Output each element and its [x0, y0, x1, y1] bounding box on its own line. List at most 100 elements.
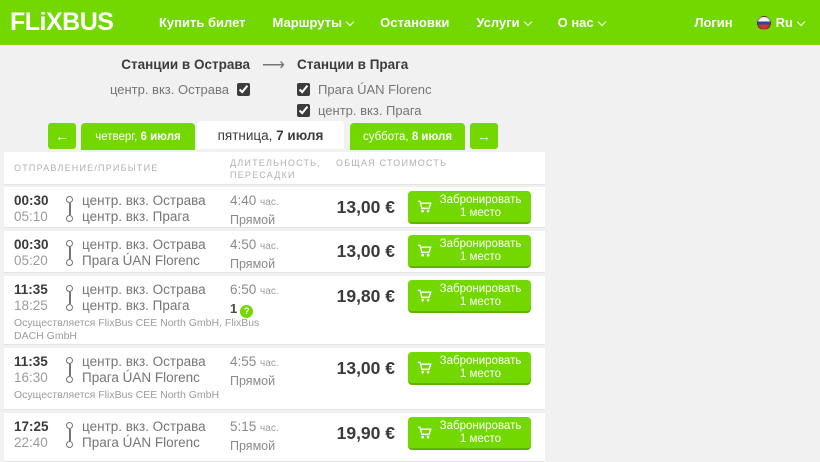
departure-station: центр. вкз. Острава	[82, 237, 206, 252]
nav-buy-ticket-label: Купить билет	[159, 15, 246, 30]
to-station-option: центр. вкз. Прага	[297, 100, 432, 121]
to-station-label: центр. вкз. Прага	[318, 103, 422, 118]
trip-price: 19,80 €	[336, 286, 395, 306]
cart-icon	[417, 361, 432, 374]
duration-value: 4:55	[230, 354, 257, 369]
from-station-label: центр. вкз. Острава	[109, 82, 229, 97]
tab-date-label: 8 июля	[411, 130, 453, 143]
transfers-value: Прямой	[230, 439, 276, 453]
trip-stations: центр. вкз. Острава центр. вкз. Прага	[82, 282, 206, 314]
nav-services[interactable]: Услуги	[476, 15, 532, 30]
language-selector[interactable]: Ru	[756, 15, 806, 30]
to-station-option: Прага ÚAN Florenc	[297, 79, 432, 100]
duration-unit: час.	[260, 286, 279, 297]
chevron-down-icon	[597, 17, 606, 27]
trip-times: 00:30 05:10	[14, 193, 60, 225]
book-seat-button[interactable]: Забронировать 1 место	[408, 417, 531, 450]
station-filter-panel: Станции в Острава центр. вкз. Острава ⟶ …	[0, 45, 820, 122]
arrival-time: 18:25	[14, 298, 48, 313]
trip-price: 13,00 €	[336, 241, 395, 261]
arrival-station: Прага ÚAN Florenc	[82, 253, 200, 268]
trip-stations: центр. вкз. Острава центр. вкз. Прага	[82, 193, 206, 225]
trip-price: 19,90 €	[336, 423, 395, 443]
duration-unit: час.	[260, 197, 279, 208]
operator-note: Осуществляется FlixBus CEE North GmbH	[14, 389, 220, 401]
trip-times: 17:25 22:40	[14, 419, 60, 451]
tab-date-label: 6 июля	[140, 130, 181, 143]
main-nav: Купить билет Маршруты Остановки Услуги О…	[159, 15, 606, 30]
tab-friday-active[interactable]: пятница, 7 июля	[197, 121, 344, 149]
col-duration-header-line2: ПЕРЕСАДКИ	[230, 170, 296, 180]
nav-routes-label: Маршруты	[272, 15, 343, 30]
duration-value: 5:15	[230, 419, 257, 434]
to-station-checkbox[interactable]	[297, 83, 310, 96]
direction-arrow-icon: ⟶	[262, 57, 285, 74]
trip-times: 11:35 18:25	[14, 282, 60, 314]
previous-day-button[interactable]: ←	[48, 123, 76, 149]
arrival-time: 05:10	[14, 209, 48, 224]
login-button[interactable]: Логин	[694, 15, 733, 30]
transfers-value: 1	[230, 301, 238, 316]
book-seat-button[interactable]: Забронировать 1 место	[408, 235, 531, 268]
duration-value: 4:50	[230, 237, 257, 252]
nav-about-label: О нас	[557, 15, 594, 30]
book-seat-label: Забронировать 1 место	[439, 419, 522, 445]
nav-about[interactable]: О нас	[557, 15, 606, 30]
tab-thursday[interactable]: четверг, 6 июля	[81, 123, 195, 150]
arrival-station: центр. вкз. Прага	[82, 298, 190, 313]
trip-times: 11:35 16:30	[14, 354, 60, 386]
route-stops-icon	[65, 422, 74, 448]
arrival-time: 05:20	[14, 253, 48, 268]
duration-unit: час.	[260, 358, 279, 369]
nav-stops-label: Остановки	[380, 15, 450, 30]
trip-duration: 6:50 час. 1?	[230, 282, 279, 318]
departure-time: 00:30	[14, 193, 49, 208]
book-seat-button[interactable]: Забронировать 1 место	[408, 191, 531, 224]
trip-stations: центр. вкз. Острава Прага ÚAN Florenc	[82, 354, 206, 386]
book-seat-label: Забронировать 1 место	[439, 282, 522, 308]
book-seat-label: Забронировать 1 место	[439, 193, 522, 219]
next-day-button[interactable]: →	[470, 123, 498, 149]
tab-date-label: 7 июля	[276, 127, 324, 143]
nav-routes[interactable]: Маршруты	[272, 15, 355, 30]
from-station-option: центр. вкз. Острава	[0, 79, 250, 100]
trip-stations: центр. вкз. Острава Прага ÚAN Florenc	[82, 237, 206, 269]
duration-unit: час.	[260, 423, 279, 434]
arrival-station: Прага ÚAN Florenc	[82, 370, 200, 385]
arrival-time: 22:40	[14, 435, 48, 450]
tab-day-label: пятница,	[217, 127, 277, 143]
transfer-help-icon[interactable]: ?	[240, 305, 254, 318]
trip-row: 00:30 05:10 центр. вкз. Острава центр. в…	[4, 187, 545, 228]
route-stops-icon	[65, 240, 74, 266]
tab-day-label: четверг,	[95, 130, 141, 143]
tab-saturday[interactable]: суббота, 8 июля	[350, 123, 465, 150]
to-station-checkbox[interactable]	[297, 104, 310, 117]
book-seat-button[interactable]: Забронировать 1 место	[408, 280, 531, 313]
trip-row: 17:25 22:40 центр. вкз. Острава Прага ÚA…	[4, 413, 545, 462]
chevron-down-icon	[796, 17, 806, 27]
duration-unit: час.	[260, 241, 279, 252]
book-seat-button[interactable]: Забронировать 1 место	[408, 352, 531, 385]
to-stations-title: Станции в Прага	[297, 57, 409, 72]
trip-row: 11:35 16:30 центр. вкз. Острава Прага ÚA…	[4, 348, 545, 410]
trip-row: 00:30 05:20 центр. вкз. Острава Прага ÚA…	[4, 231, 545, 273]
departure-time: 17:25	[14, 419, 49, 434]
tab-day-label: суббота,	[362, 130, 412, 143]
from-stations-column: Станции в Острава центр. вкз. Острава	[0, 57, 250, 100]
flixbus-logo[interactable]: FLiXBUS	[10, 8, 114, 36]
departure-time: 00:30	[14, 237, 49, 252]
from-station-checkbox[interactable]	[237, 83, 250, 96]
chevron-down-icon	[345, 17, 355, 27]
trip-duration: 4:55 час. Прямой	[230, 354, 279, 389]
nav-stops[interactable]: Остановки	[380, 15, 449, 30]
cart-icon	[417, 426, 432, 439]
nav-services-label: Услуги	[476, 15, 520, 30]
arrival-station: центр. вкз. Прага	[82, 209, 190, 224]
trip-price: 13,00 €	[336, 197, 395, 217]
departure-station: центр. вкз. Острава	[82, 193, 206, 208]
nav-buy-ticket[interactable]: Купить билет	[159, 15, 246, 30]
book-seat-label: Забронировать 1 место	[439, 237, 522, 263]
transfers-value: Прямой	[230, 257, 276, 271]
arrival-time: 16:30	[14, 370, 48, 385]
trip-price: 13,00 €	[336, 358, 395, 378]
